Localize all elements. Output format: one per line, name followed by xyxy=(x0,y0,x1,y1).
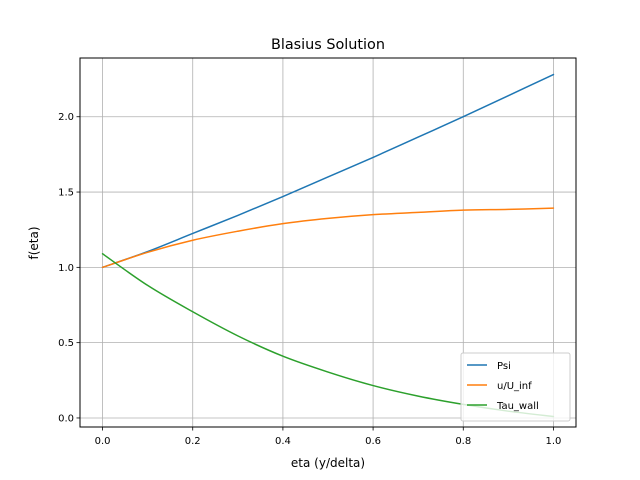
legend-label-psi: Psi xyxy=(497,361,511,372)
x-tick-label: 0.0 xyxy=(95,436,111,447)
series-line-psi xyxy=(101,73,555,269)
legend-label-u-u-inf: u/U_inf xyxy=(497,381,532,392)
y-axis-ticks: 0.0 0.5 1.0 1.5 2.0 xyxy=(58,112,80,424)
legend: Psi u/U_inf Tau_wall xyxy=(460,352,571,422)
y-tick-label: 1.5 xyxy=(58,188,74,199)
y-tick-label: 2.0 xyxy=(58,112,74,123)
y-tick-label: 0.0 xyxy=(58,413,74,424)
grid-lines xyxy=(80,58,576,427)
x-axis-ticks: 0.0 0.2 0.4 0.6 0.8 1.0 xyxy=(95,427,562,447)
y-axis-label: f(eta) xyxy=(27,226,41,259)
x-tick-label: 0.2 xyxy=(185,436,201,447)
x-tick-label: 1.0 xyxy=(546,436,562,447)
plot-frame xyxy=(79,57,577,428)
x-tick-label: 0.8 xyxy=(455,436,471,447)
chart-title: Blasius Solution xyxy=(271,37,385,53)
series-line-u-u-inf xyxy=(101,207,555,269)
y-tick-label: 0.5 xyxy=(58,338,74,349)
legend-box xyxy=(460,352,571,422)
legend-label-tau-wall: Tau_wall xyxy=(496,401,539,412)
y-tick-label: 1.0 xyxy=(58,263,74,274)
x-tick-label: 0.4 xyxy=(275,436,291,447)
x-axis-label: eta (y/delta) xyxy=(291,456,365,470)
x-tick-label: 0.6 xyxy=(365,436,381,447)
